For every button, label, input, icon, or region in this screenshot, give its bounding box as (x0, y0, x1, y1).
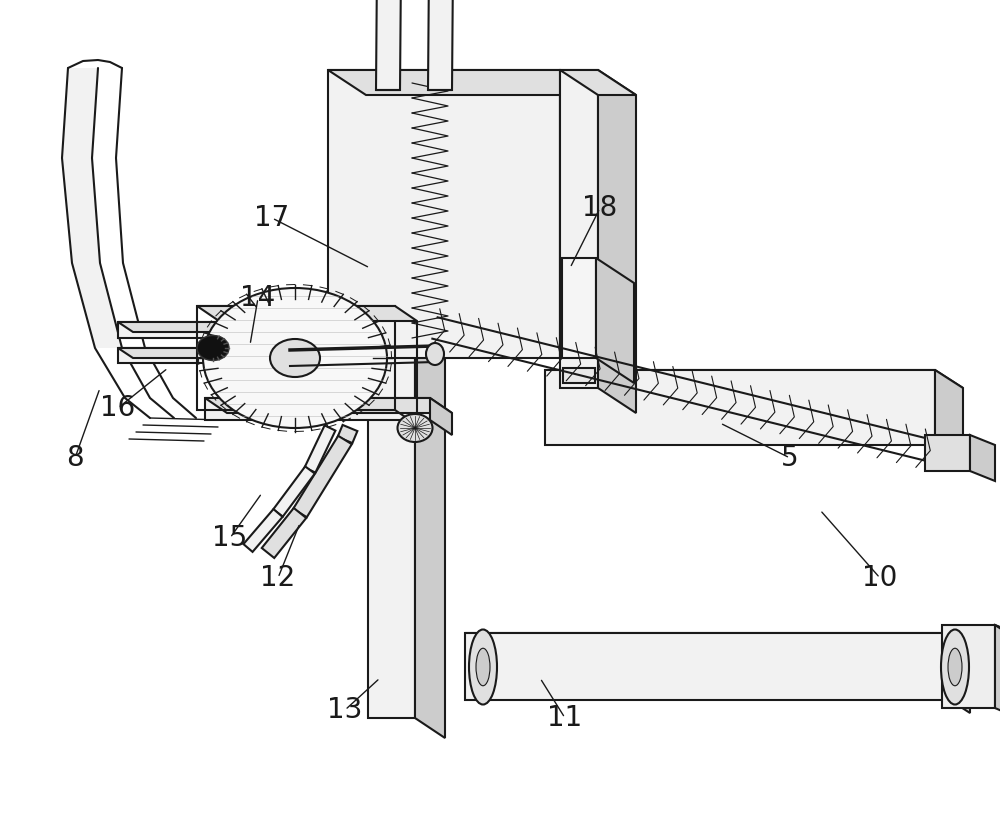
Ellipse shape (398, 414, 432, 442)
Polygon shape (368, 118, 415, 718)
Ellipse shape (203, 288, 387, 428)
Polygon shape (562, 258, 596, 358)
Ellipse shape (469, 630, 497, 704)
Text: 10: 10 (862, 564, 898, 592)
Polygon shape (560, 70, 598, 383)
Ellipse shape (941, 630, 969, 704)
Polygon shape (243, 509, 283, 552)
Polygon shape (560, 70, 598, 388)
Polygon shape (995, 625, 1000, 718)
Text: 11: 11 (547, 704, 583, 732)
Polygon shape (305, 425, 335, 473)
Text: 13: 13 (327, 696, 363, 724)
Polygon shape (205, 398, 452, 413)
Polygon shape (942, 625, 995, 708)
Ellipse shape (476, 648, 490, 685)
Ellipse shape (197, 335, 229, 361)
Text: 12: 12 (260, 564, 296, 592)
Ellipse shape (426, 343, 444, 365)
Text: 16: 16 (100, 394, 136, 422)
Polygon shape (118, 348, 310, 363)
Polygon shape (925, 435, 970, 471)
Polygon shape (62, 68, 98, 158)
Polygon shape (465, 633, 970, 646)
Polygon shape (328, 70, 560, 358)
Polygon shape (273, 466, 315, 517)
Polygon shape (563, 368, 595, 383)
Polygon shape (560, 70, 636, 95)
Polygon shape (368, 118, 445, 138)
Text: 14: 14 (240, 284, 276, 312)
Text: 17: 17 (254, 204, 290, 232)
Polygon shape (545, 370, 935, 445)
Polygon shape (62, 158, 100, 263)
Text: 18: 18 (582, 194, 618, 222)
Ellipse shape (948, 648, 962, 685)
Polygon shape (328, 70, 598, 95)
Polygon shape (428, 0, 453, 90)
Polygon shape (197, 306, 417, 321)
Polygon shape (118, 322, 325, 332)
Text: 8: 8 (66, 444, 84, 472)
Polygon shape (205, 398, 430, 420)
Polygon shape (376, 0, 401, 90)
Text: 15: 15 (212, 524, 248, 552)
Polygon shape (970, 435, 995, 481)
Text: 5: 5 (781, 444, 799, 472)
Polygon shape (545, 370, 963, 388)
Polygon shape (262, 508, 306, 558)
Polygon shape (598, 70, 636, 413)
Polygon shape (118, 322, 310, 338)
Polygon shape (465, 633, 950, 700)
Polygon shape (415, 118, 445, 738)
Polygon shape (118, 348, 325, 358)
Polygon shape (596, 258, 634, 383)
Polygon shape (72, 263, 122, 348)
Polygon shape (430, 398, 452, 435)
Ellipse shape (270, 339, 320, 377)
Polygon shape (293, 436, 352, 517)
Polygon shape (935, 370, 963, 463)
Polygon shape (995, 625, 1000, 648)
Polygon shape (950, 633, 970, 713)
Polygon shape (338, 425, 357, 443)
